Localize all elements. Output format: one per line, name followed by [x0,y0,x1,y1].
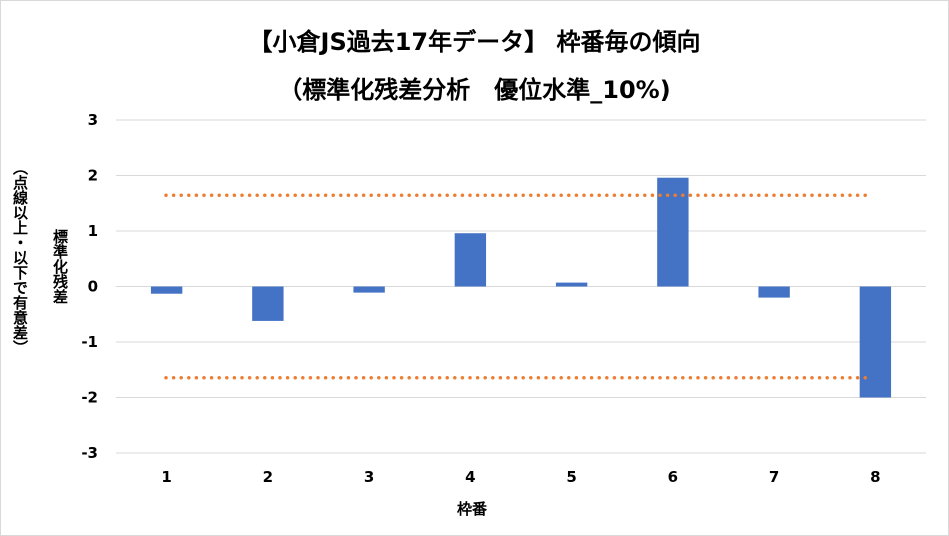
x-tick-label: 7 [769,468,779,486]
bar-5 [555,282,588,287]
y-tick-label: -1 [81,333,98,351]
y-tick-label: -3 [81,444,98,462]
y-tick-label: 3 [88,111,98,129]
x-tick-label: 4 [465,468,475,486]
x-tick-label: 8 [870,468,880,486]
chart-title-line2: （標準化残差分析 優位水準_10%) [278,76,671,104]
y-tick-label: 0 [88,278,98,296]
x-tick-label: 2 [263,468,273,486]
bar-8 [859,286,892,398]
y-axis-subtitle: （点線以上・以下で有意差） [11,160,29,355]
y-tick-label: -2 [81,389,98,407]
bar-3 [353,286,385,293]
bar-2 [252,286,284,321]
x-tick-label: 1 [161,468,171,486]
y-tick-label: 2 [88,167,98,185]
x-tick-labels: 1 2 3 4 5 6 7 8 [161,468,880,486]
bars [150,177,892,398]
bar-7 [758,286,790,298]
x-tick-label: 3 [364,468,374,486]
chart-title-line1: 【小倉JS過去17年データ】 枠番毎の傾向 [248,28,701,56]
x-axis-title: 枠番 [457,500,488,518]
bar-1 [150,286,183,294]
y-tick-labels: 3 2 1 0 -1 -2 -3 [81,111,98,462]
x-tick-label: 5 [566,468,576,486]
x-tick-label: 6 [668,468,678,486]
y-tick-label: 1 [88,222,98,240]
bar-4 [454,233,487,287]
gridlines [116,119,926,454]
y-axis-title: 標準化残差 [51,229,69,304]
